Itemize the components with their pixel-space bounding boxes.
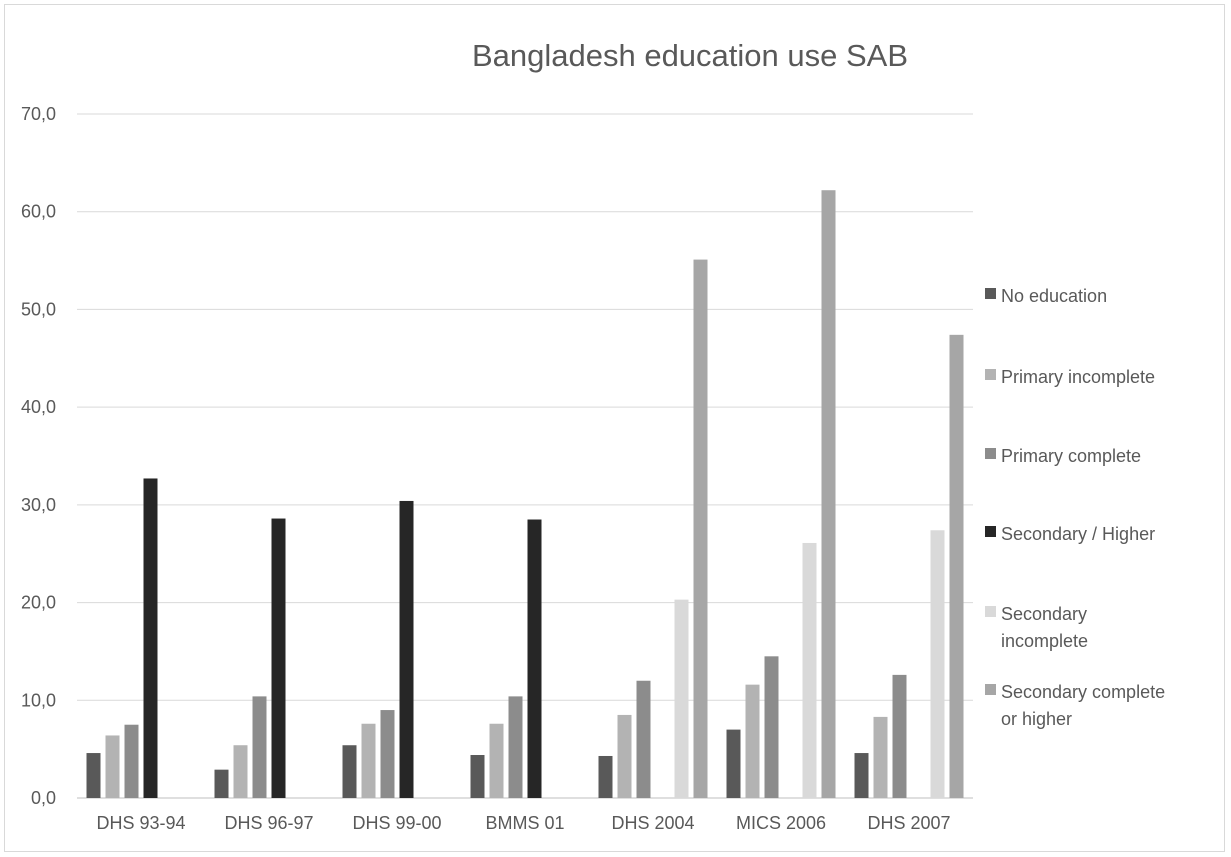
bar <box>636 680 651 798</box>
bar <box>527 519 542 798</box>
legend: No education Primary incomplete Primary co… <box>985 286 1165 729</box>
bar <box>745 684 760 798</box>
bar <box>271 518 286 798</box>
bar <box>949 334 964 798</box>
y-axis: 0,0 10,0 20,0 30,0 40,0 50,0 60,0 70,0 <box>21 104 56 808</box>
y-tick-label: 20,0 <box>21 593 56 613</box>
bar <box>233 745 248 798</box>
legend-label: Primary complete <box>1001 446 1141 466</box>
bar <box>674 599 689 798</box>
bar <box>764 656 779 798</box>
bar <box>802 542 817 798</box>
bar <box>726 729 741 798</box>
x-tick-label: DHS 96-97 <box>224 813 313 833</box>
bar <box>854 753 869 798</box>
y-tick-label: 70,0 <box>21 104 56 124</box>
bar <box>508 696 523 798</box>
bar <box>399 500 414 798</box>
gridlines <box>77 113 973 799</box>
bar <box>380 710 395 798</box>
x-tick-label: DHS 2004 <box>611 813 694 833</box>
bar <box>693 259 708 798</box>
bar <box>617 714 632 798</box>
bar <box>86 753 101 798</box>
bar <box>489 723 504 798</box>
legend-swatch <box>985 606 996 617</box>
y-tick-label: 50,0 <box>21 299 56 319</box>
legend-swatch <box>985 369 996 380</box>
bar <box>124 724 139 798</box>
legend-label: No education <box>1001 286 1107 306</box>
x-axis: DHS 93-94 DHS 96-97 DHS 99-00 BMMS 01 DHS 20… <box>96 813 950 833</box>
chart-title: Bangladesh education use SAB <box>472 38 908 73</box>
x-tick-label: BMMS 01 <box>485 813 564 833</box>
x-tick-label: MICS 2006 <box>736 813 826 833</box>
bar <box>470 755 485 798</box>
legend-label: Secondary complete or higher <box>1001 682 1165 729</box>
legend-swatch <box>985 288 996 299</box>
bar <box>361 723 376 798</box>
legend-label: Primary incomplete <box>1001 367 1155 387</box>
bar <box>105 735 120 798</box>
bar <box>252 696 267 798</box>
chart-frame <box>4 4 1225 852</box>
y-tick-label: 60,0 <box>21 202 56 222</box>
y-tick-label: 30,0 <box>21 495 56 515</box>
legend-label: Secondary incomplete <box>1001 604 1088 651</box>
bar <box>214 769 229 798</box>
bar <box>930 530 945 798</box>
legend-swatch <box>985 684 996 695</box>
bar <box>892 674 907 798</box>
x-tick-label: DHS 93-94 <box>96 813 185 833</box>
legend-swatch <box>985 448 996 459</box>
bar <box>143 478 158 798</box>
x-tick-label: DHS 2007 <box>867 813 950 833</box>
bars <box>86 190 964 798</box>
legend-swatch <box>985 526 996 537</box>
y-tick-label: 0,0 <box>31 788 56 808</box>
bar <box>342 745 357 798</box>
bar <box>821 190 836 798</box>
legend-label: Secondary / Higher <box>1001 524 1155 544</box>
bar <box>873 716 888 798</box>
y-tick-label: 10,0 <box>21 690 56 710</box>
x-tick-label: DHS 99-00 <box>352 813 441 833</box>
bar <box>598 755 613 798</box>
y-tick-label: 40,0 <box>21 397 56 417</box>
